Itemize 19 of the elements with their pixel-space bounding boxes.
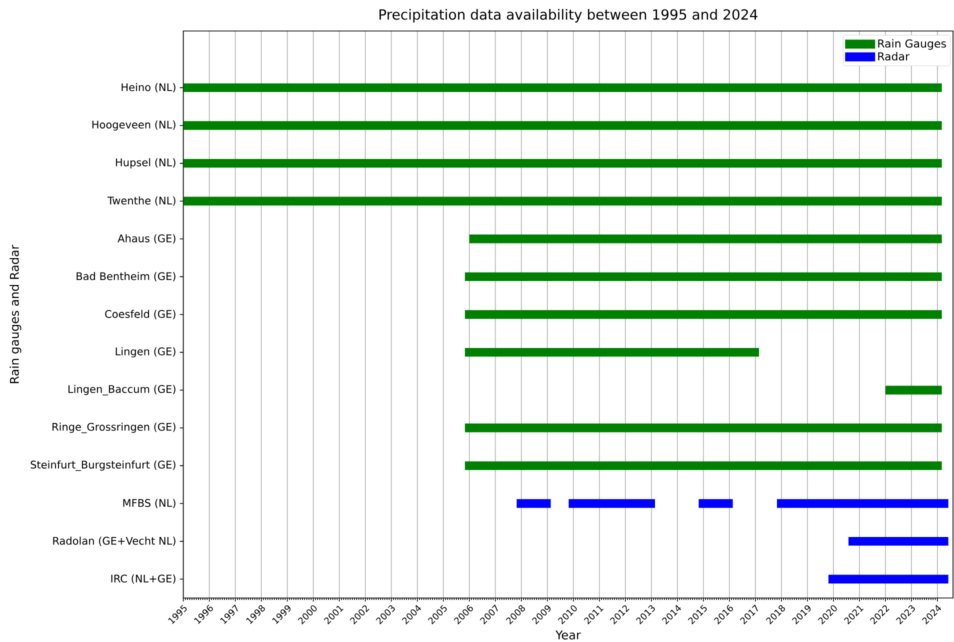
legend-label: Radar bbox=[878, 52, 910, 61]
y-tick-label: Coesfeld (GE) bbox=[105, 310, 176, 320]
y-tick-label: Lingen_Baccum (GE) bbox=[68, 384, 176, 396]
y-tick-label: Hoogeveen (NL) bbox=[92, 120, 176, 131]
y-tick-label: IRC (NL+GE) bbox=[111, 574, 176, 584]
x-axis-title: Year bbox=[555, 630, 581, 640]
y-tick-label: Ahaus (GE) bbox=[118, 234, 176, 244]
chart-title: Precipitation data availability between 1995 and 2024 bbox=[380, 8, 758, 22]
y-tick-label: Lingen (GE) bbox=[116, 347, 176, 358]
legend-label: Rain Gauges bbox=[878, 39, 946, 50]
y-tick-label: Bad Bentheim (GE) bbox=[76, 272, 176, 282]
y-tick-label: Ringe_Grossringen (GE) bbox=[52, 422, 176, 434]
y-tick-label: Steinfurt_Burgsteinfurt (GE) bbox=[30, 460, 176, 471]
y-axis-title: Rain gauges and Radar bbox=[10, 244, 22, 384]
y-tick-label: Heino (NL) bbox=[122, 83, 176, 92]
y-tick-label: Twenthe (NL) bbox=[107, 196, 176, 206]
y-tick-label: Hupsel (NL) bbox=[116, 158, 176, 168]
y-tick-label: Radolan (GE+Vecht NL) bbox=[53, 536, 176, 546]
y-tick-label: MFBS (NL) bbox=[123, 498, 176, 508]
